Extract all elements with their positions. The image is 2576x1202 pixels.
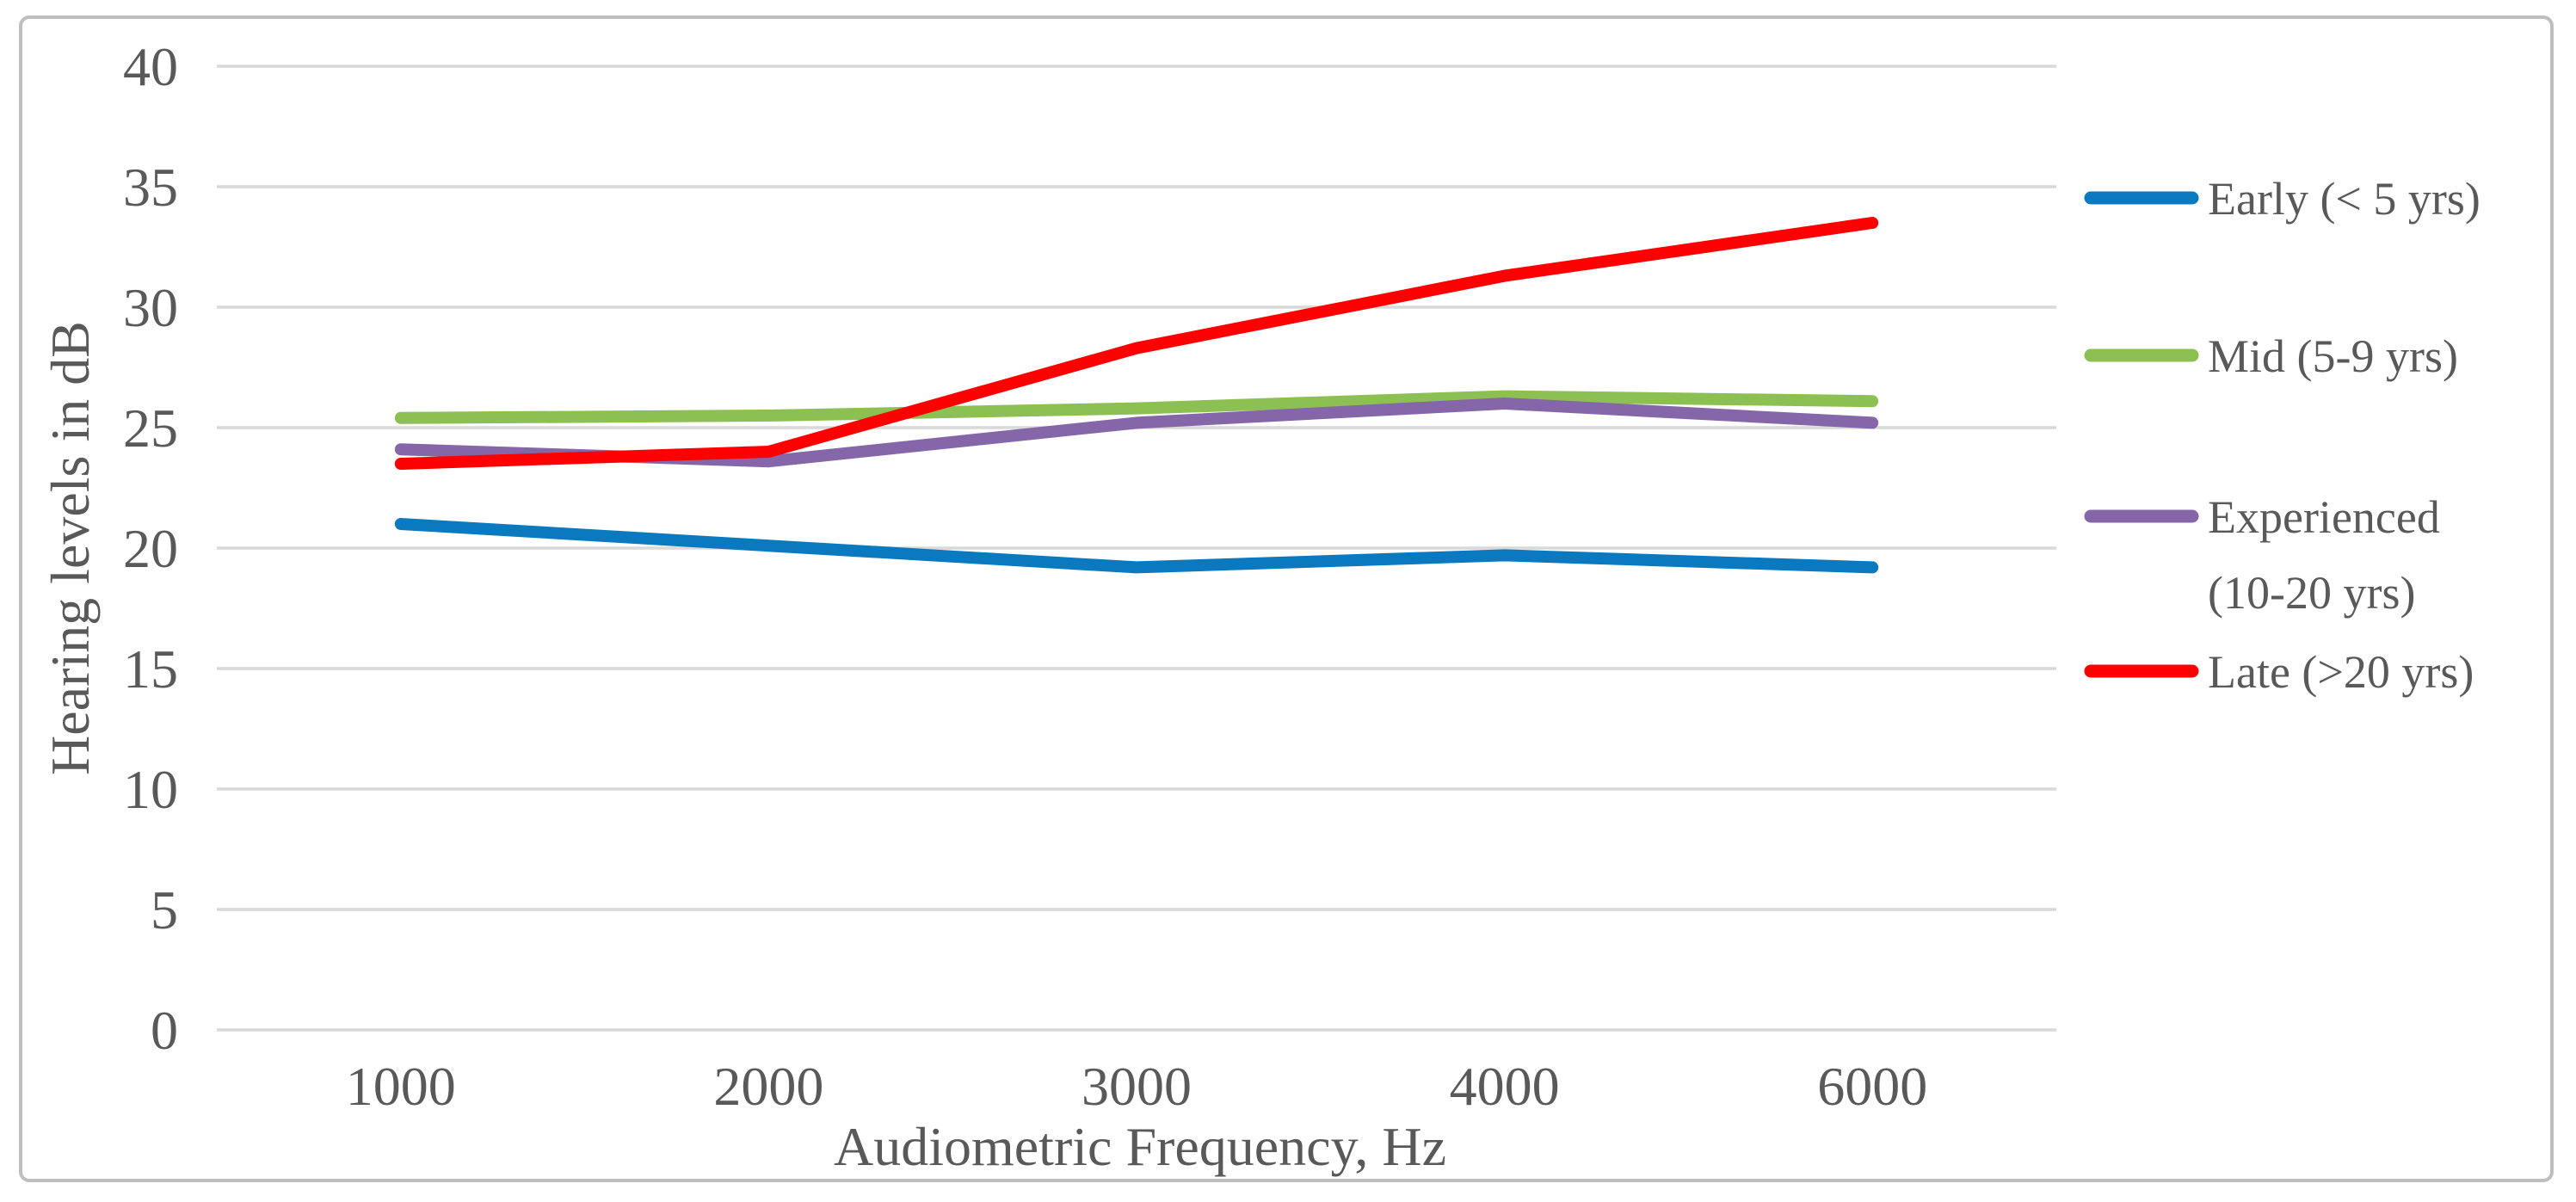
x-tick-label-3000: 3000 [1082,1056,1192,1117]
legend-label-experienced-10-20-yrs: Experienced [2208,491,2440,543]
x-axis-title: Audiometric Frequency, Hz [834,1116,1446,1177]
legend: Early (< 5 yrs) Mid (5-9 yrs) Experienced (… [2084,173,2480,698]
legend-label-early-5-yrs: Early (< 5 yrs) [2208,173,2480,225]
legend-label-mid-5-9-yrs: Mid (5-9 yrs) [2208,330,2458,382]
legend-item-early-5-yrs: Early (< 5 yrs) [2084,173,2480,225]
y-tick-label-15: 15 [123,638,178,700]
x-axis-tick-labels: 1000 2000 3000 4000 6000 [346,1056,1927,1117]
series-line-late-20-yrs [394,217,1879,470]
x-tick-label-4000: 4000 [1450,1056,1560,1117]
y-tick-label-5: 5 [151,879,178,940]
series-lines [394,217,1879,574]
y-tick-label-35: 35 [123,157,178,218]
y-tick-label-30: 30 [123,277,178,338]
legend-label-late-20-yrs: Late (>20 yrs) [2208,646,2474,698]
y-tick-label-40: 40 [123,36,178,97]
x-tick-label-2000: 2000 [713,1056,823,1117]
x-tick-label-1000: 1000 [346,1056,456,1117]
y-axis-tick-labels: 0 5 10 15 20 25 30 35 40 [123,36,178,1061]
legend-label-experienced-10-20-yrs-line2: (10-20 yrs) [2208,567,2415,619]
legend-item-mid-5-9-yrs: Mid (5-9 yrs) [2084,330,2458,382]
y-axis-title: Hearing levels in dB [40,321,101,775]
y-tick-label-20: 20 [123,518,178,579]
legend-item-experienced-10-20-yrs: Experienced (10-20 yrs) [2084,491,2440,619]
x-tick-label-6000: 6000 [1817,1056,1927,1117]
y-tick-label-0: 0 [151,1000,178,1061]
series-line-early-5-yrs [394,518,1879,574]
y-tick-label-10: 10 [123,759,178,820]
series-line-mid-5-9-yrs [394,390,1879,424]
legend-item-late-20-yrs: Late (>20 yrs) [2084,646,2474,698]
y-tick-label-25: 25 [123,398,178,459]
